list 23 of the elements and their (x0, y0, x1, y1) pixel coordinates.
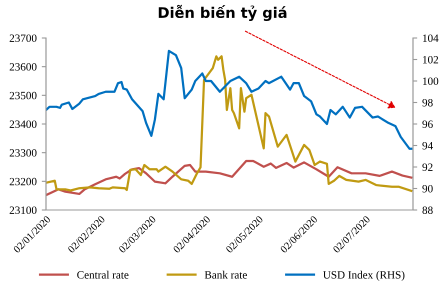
y2-tick-label: 102 (423, 56, 438, 64)
y-tick-label: 23600 (10, 63, 37, 71)
y-tick-label: 23700 (10, 34, 37, 42)
y2-tick-label: 104 (423, 34, 439, 42)
y-tick-label: 23300 (10, 149, 37, 157)
line-series (46, 50, 412, 150)
y2-tick-label: 94 (422, 142, 433, 150)
y2-tick-label: 96 (422, 120, 433, 128)
y2-tick-label: 88 (422, 206, 433, 214)
y-tick-label: 23100 (10, 206, 37, 214)
line-series (46, 55, 412, 192)
legend-label: Central rate (77, 270, 128, 279)
y-tick-label: 23500 (10, 92, 37, 100)
y2-tick-label: 100 (423, 77, 438, 85)
y-tick-label: 23200 (10, 178, 37, 186)
line-series (46, 160, 412, 196)
y2-tick-label: 92 (422, 163, 433, 171)
legend-label: Bank rate (204, 270, 247, 279)
y2-tick-label: 90 (422, 184, 433, 192)
y-tick-label: 23400 (10, 120, 37, 128)
chart-title: Diễn biến tỷ giá (158, 4, 286, 21)
legend-label: USD Index (RHS) (323, 270, 404, 281)
y2-tick-label: 98 (422, 98, 433, 106)
